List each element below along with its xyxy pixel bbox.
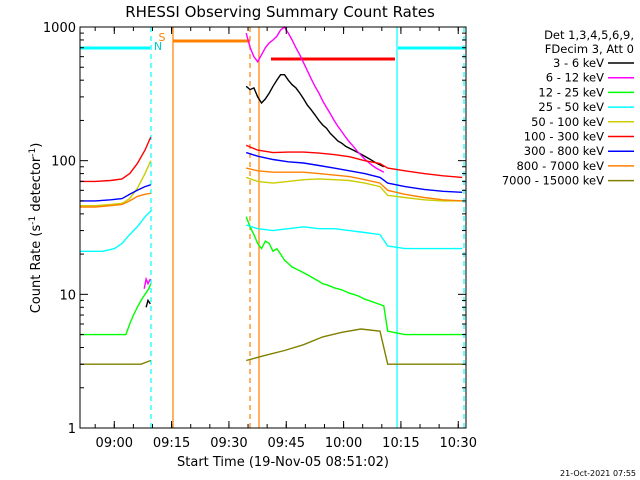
- legend-entry: 12 - 25 keV: [538, 85, 604, 99]
- series-12-25-kev: [80, 216, 463, 336]
- series-25-50-kev: [80, 210, 463, 252]
- plot-frame: [79, 26, 467, 429]
- legend-entry: 7000 - 15000 keV: [502, 174, 604, 188]
- series-line: [246, 167, 463, 202]
- series-50-100-kev: [80, 160, 463, 207]
- series-line: [245, 144, 463, 179]
- x-tick-label: 10:00: [325, 436, 362, 451]
- x-tick-label: 09:00: [96, 436, 133, 451]
- series-800-7000-kev: [80, 167, 463, 208]
- legend-entry: 3 - 6 keV: [553, 56, 604, 70]
- series-line: [80, 359, 151, 365]
- series-line: [80, 184, 151, 202]
- flag-n-label: N: [154, 40, 162, 53]
- x-tick-label: 10:15: [382, 436, 419, 451]
- y-tick-label: 1000: [43, 21, 76, 36]
- legend: Det 1,3,4,5,6,9,FDecim 3, Att 03 - 6 keV…: [502, 28, 634, 188]
- legend-header: FDecim 3, Att 0: [545, 42, 634, 56]
- legend-entry: 50 - 100 keV: [531, 115, 604, 129]
- series-6-12-kev: [143, 25, 385, 289]
- legend-header: Det 1,3,4,5,6,9,: [544, 28, 634, 42]
- series-line: [245, 224, 463, 250]
- series-3-6-kev: [145, 74, 385, 308]
- legend-entry: 800 - 7000 keV: [516, 159, 604, 173]
- legend-entry: 300 - 800 keV: [524, 144, 604, 158]
- series-layer: [80, 25, 463, 365]
- series-line: [143, 276, 151, 289]
- series-line: [145, 298, 151, 308]
- x-tick-label: 09:30: [210, 436, 247, 451]
- x-tick-label: 09:45: [268, 436, 305, 451]
- x-axis-label: Start Time (19-Nov-05 08:51:02): [177, 455, 389, 470]
- legend-entry: 25 - 50 keV: [538, 100, 604, 114]
- chart-title: RHESSI Observing Summary Count Rates: [125, 3, 435, 21]
- legend-entry: 100 - 300 keV: [524, 130, 604, 144]
- series-100-300-kev: [80, 136, 463, 183]
- series-line: [80, 136, 152, 183]
- attenuator-bands: [80, 27, 465, 428]
- series-line: [80, 160, 152, 207]
- series-300-800-kev: [80, 151, 463, 202]
- series-line: [245, 25, 385, 173]
- legend-entry: 6 - 12 keV: [546, 71, 604, 85]
- series-line: [80, 192, 151, 208]
- x-tick-label: 09:15: [153, 436, 190, 451]
- series-line: [80, 283, 152, 336]
- x-tick-label: 10:30: [440, 436, 477, 451]
- series-line: [80, 210, 152, 252]
- series-line: [246, 328, 463, 365]
- y-tick-label: 100: [51, 155, 76, 170]
- series-7000-15000-kev: [80, 328, 463, 365]
- y-tick-label: 10: [59, 288, 76, 303]
- series-line: [245, 216, 463, 336]
- series-line: [245, 176, 463, 202]
- axes: 09:00 09:15 09:30 09:45 10:00 10:15 10:30 1 10 10…: [43, 21, 477, 451]
- y-axis-label: Count Rate (s-1 detector-1): [28, 143, 44, 314]
- timestamp: 21-Oct-2021 07:55: [560, 469, 636, 478]
- flag-s-label: S: [159, 31, 166, 44]
- series-line: [245, 151, 463, 193]
- y-tick-label: 1: [68, 422, 76, 437]
